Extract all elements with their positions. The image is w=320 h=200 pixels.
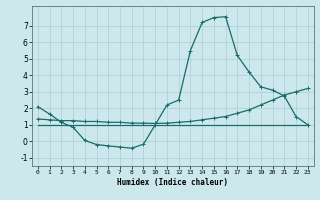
X-axis label: Humidex (Indice chaleur): Humidex (Indice chaleur) <box>117 178 228 187</box>
